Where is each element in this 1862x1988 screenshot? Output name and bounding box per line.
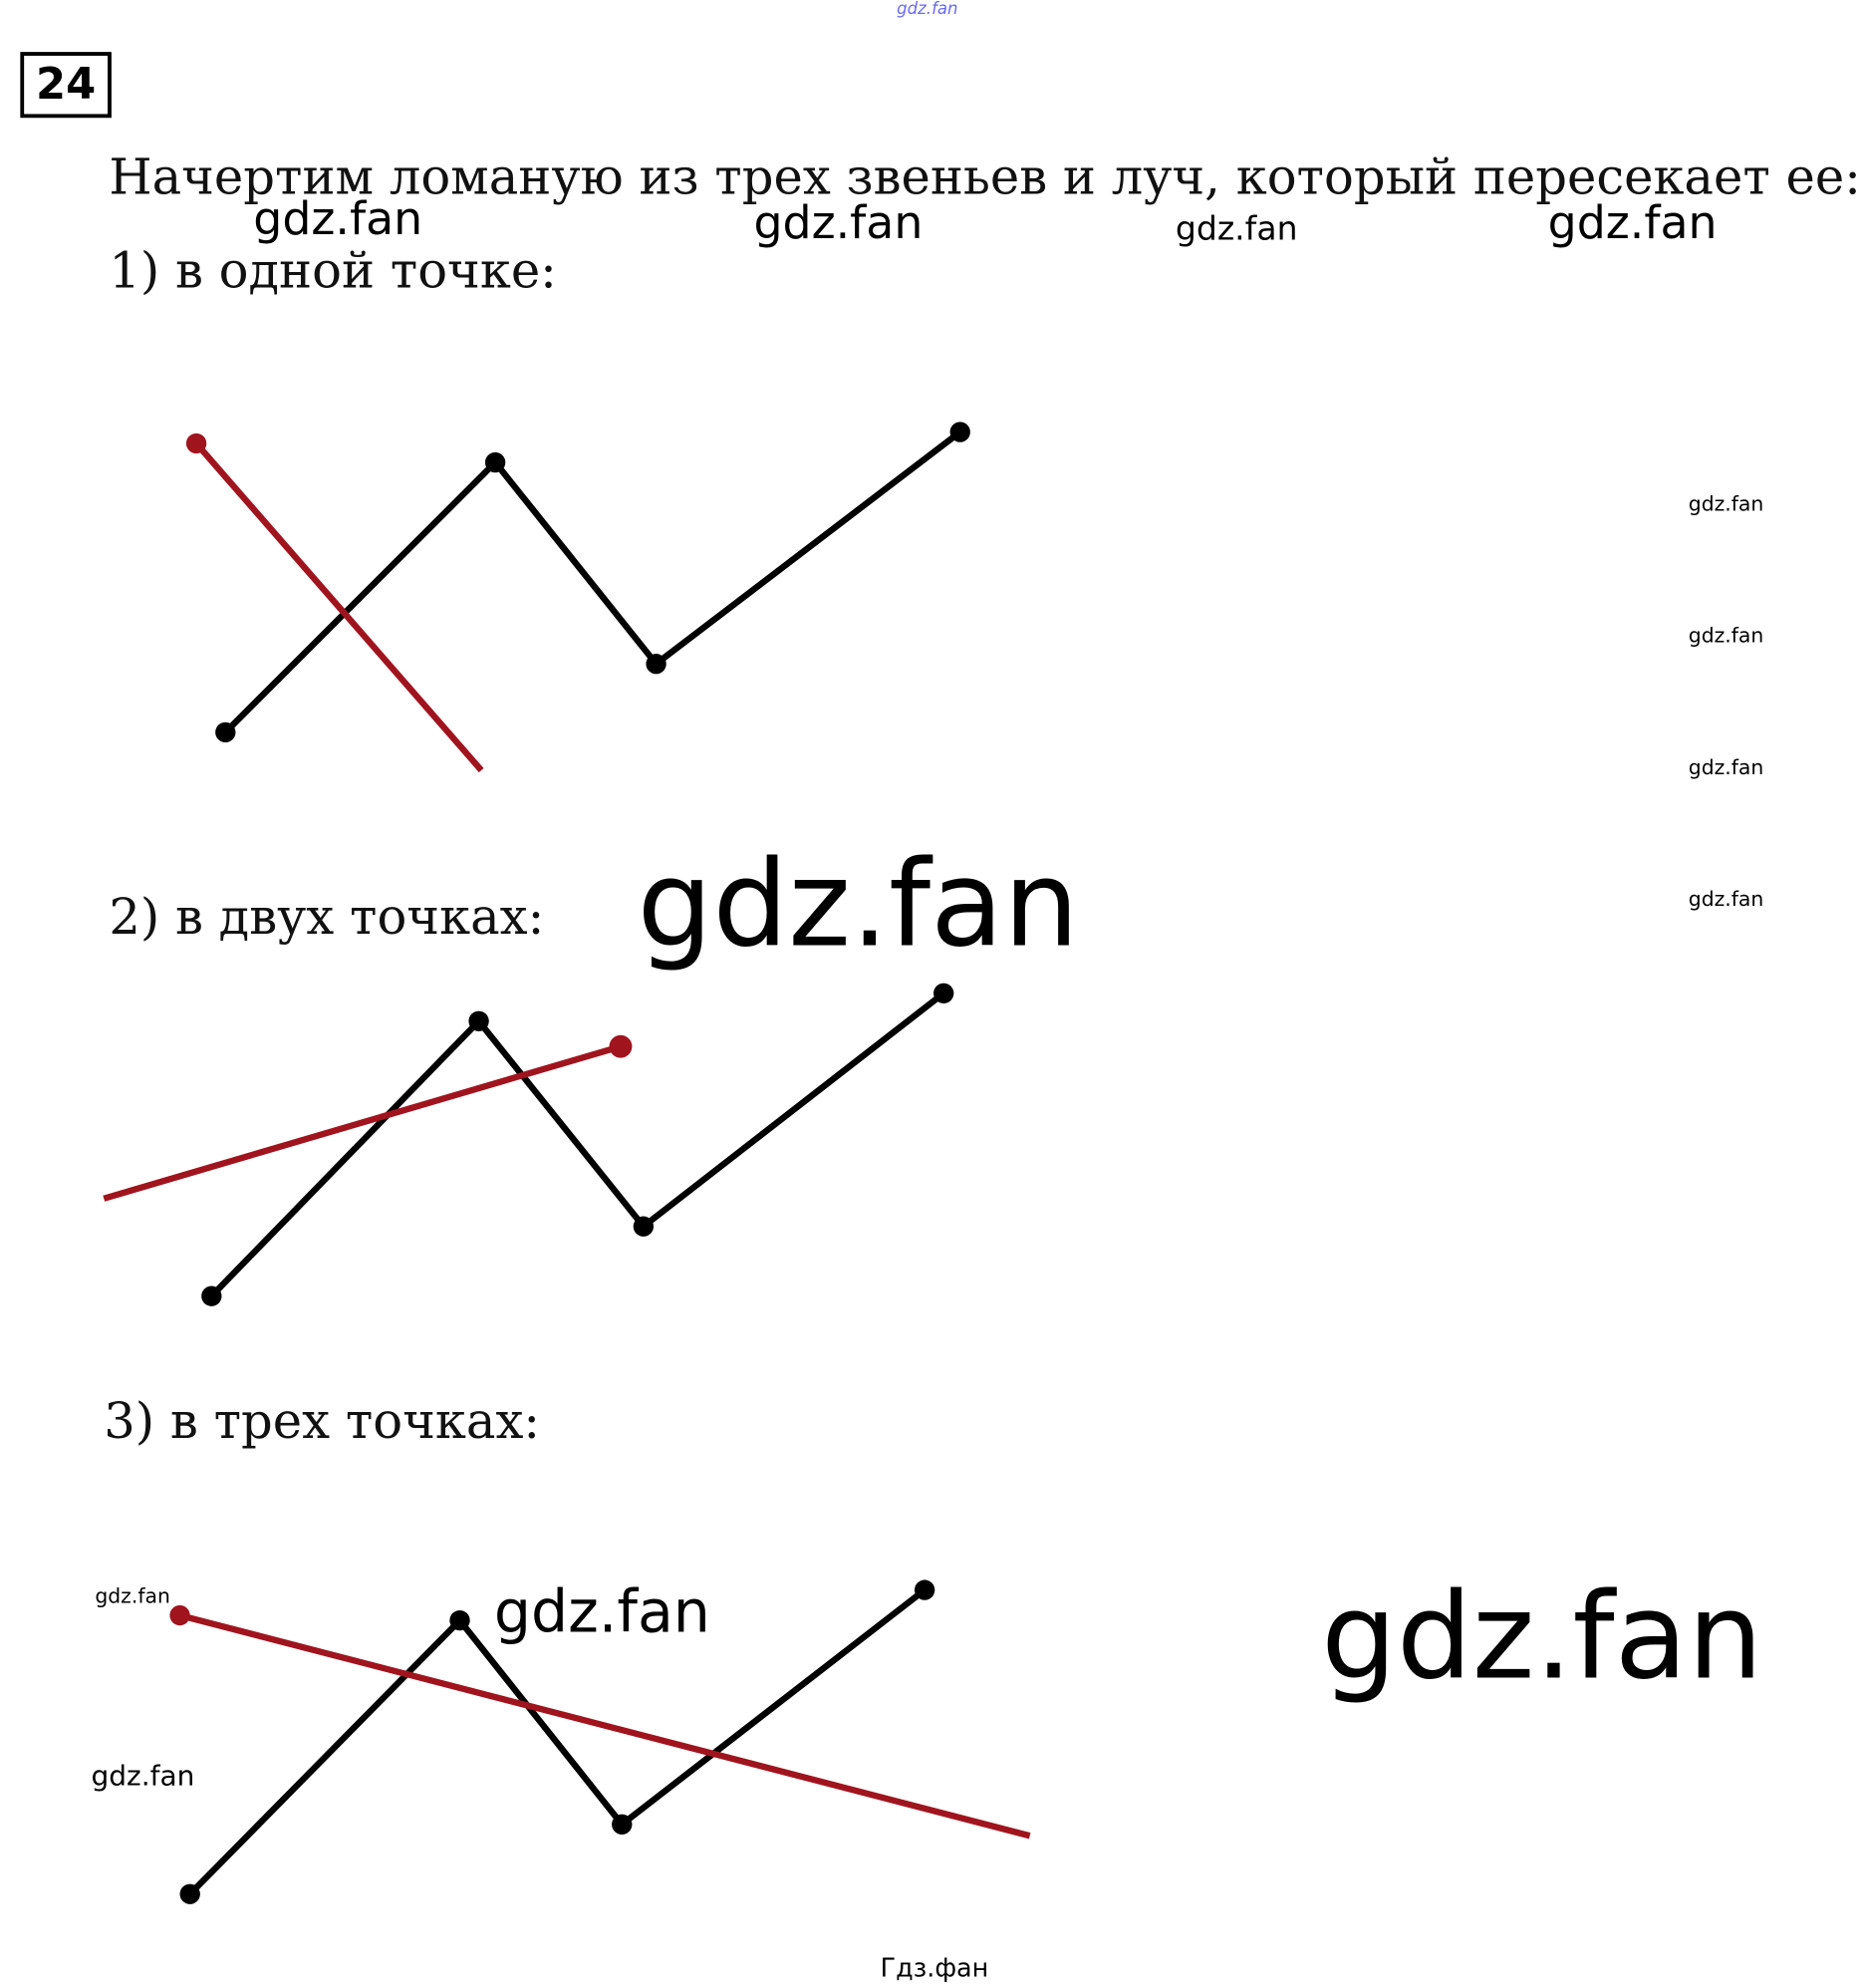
ray bbox=[178, 1611, 1031, 1840]
case-1-label: 1) в одной точке: bbox=[109, 243, 557, 301]
ray bbox=[103, 1043, 622, 1202]
watermark: gdz.fan bbox=[897, 0, 958, 20]
watermark: gdz.fan bbox=[1688, 623, 1764, 648]
vertex-dot bbox=[468, 1010, 489, 1031]
vertex-dot bbox=[646, 654, 666, 675]
watermark: gdz.fan bbox=[1688, 491, 1764, 516]
watermark: Гдз.фан bbox=[880, 1952, 989, 1983]
watermark: gdz.fan bbox=[253, 193, 423, 246]
figure-1 bbox=[185, 422, 970, 773]
watermark: gdz.fan bbox=[1175, 210, 1298, 249]
case-2-label: 2) в двух точках: bbox=[109, 889, 545, 947]
vertex-dot bbox=[201, 1285, 222, 1306]
figure-2 bbox=[103, 983, 954, 1306]
vertex-dot bbox=[914, 1579, 935, 1600]
intro-text: Начертим ломаную из трех звеньев и луч, … bbox=[109, 149, 1861, 207]
figure-3 bbox=[169, 1579, 1031, 1904]
vertex-dot bbox=[633, 1216, 655, 1237]
polyline bbox=[209, 991, 946, 1298]
ray-origin-dot bbox=[169, 1604, 190, 1626]
watermark: gdz.fan bbox=[1321, 1567, 1763, 1707]
ray-origin-dot bbox=[185, 432, 207, 454]
vertex-dot bbox=[612, 1814, 633, 1835]
vertex-dot bbox=[484, 451, 506, 473]
vertex-dot bbox=[215, 721, 236, 743]
vertex-dot bbox=[179, 1883, 200, 1904]
watermark: gdz.fan bbox=[753, 197, 924, 250]
vertex-dot bbox=[949, 422, 970, 442]
case-3-label: 3) в трех точках: bbox=[104, 1393, 541, 1451]
watermark: gdz.fan bbox=[1547, 197, 1718, 250]
vertex-dot bbox=[933, 983, 954, 1003]
watermark: gdz.fan bbox=[1688, 886, 1764, 912]
ray-origin-dot bbox=[609, 1034, 633, 1058]
polyline bbox=[187, 1587, 928, 1896]
ray bbox=[193, 440, 484, 773]
polyline bbox=[223, 429, 962, 735]
watermark: gdz.fan bbox=[1688, 754, 1764, 779]
watermark: gdz.fan bbox=[493, 1576, 710, 1646]
watermark: gdz.fan bbox=[95, 1583, 170, 1608]
watermark: gdz.fan bbox=[91, 1761, 195, 1794]
watermark: gdz.fan bbox=[637, 836, 1080, 975]
vertex-dot bbox=[449, 1609, 470, 1631]
task-number-box: 24 bbox=[20, 52, 112, 119]
